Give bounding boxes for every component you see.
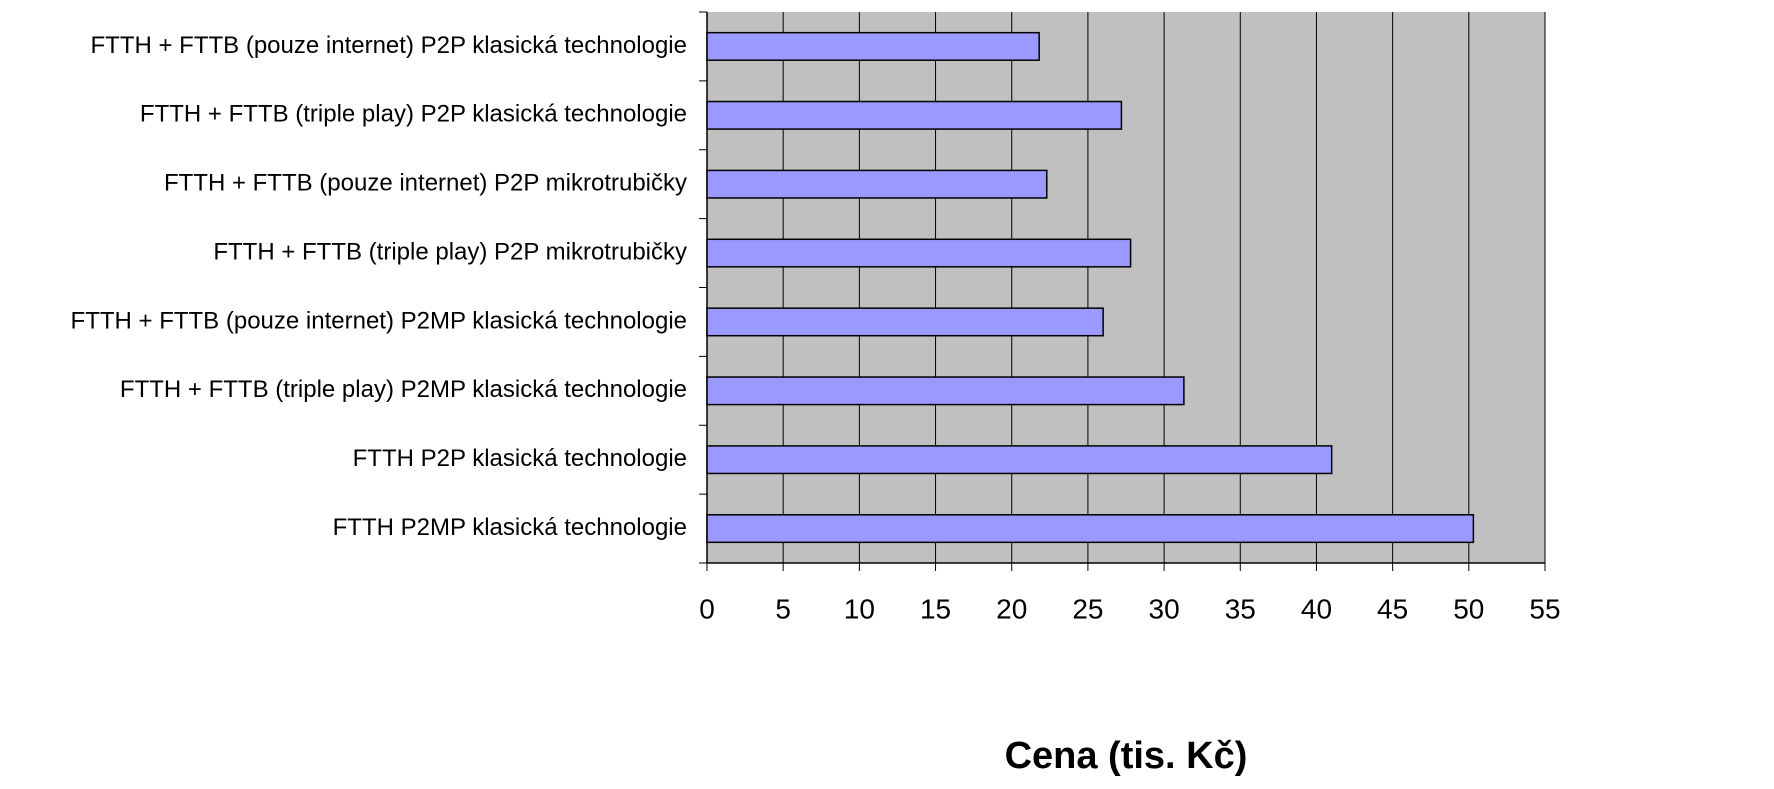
bar xyxy=(706,376,1185,406)
y-tick-label: FTTH P2MP klasická technologie xyxy=(333,514,687,541)
bar xyxy=(706,100,1123,130)
bar xyxy=(706,307,1104,337)
plot-area xyxy=(707,12,1545,563)
y-tick-label: FTTH + FTTB (pouze internet) P2P mikrotr… xyxy=(164,170,687,197)
x-tick-label: 0 xyxy=(699,593,715,624)
x-tick-label: 5 xyxy=(775,593,791,624)
y-tick-label: FTTH + FTTB (pouze internet) P2P klasick… xyxy=(91,32,687,59)
y-tick-label: FTTH P2P klasická technologie xyxy=(353,445,687,472)
x-tick-label: 15 xyxy=(920,593,951,624)
x-tick-label: 40 xyxy=(1301,593,1332,624)
x-tick-label: 10 xyxy=(844,593,875,624)
y-tick-label: FTTH + FTTB (triple play) P2P klasická t… xyxy=(140,101,687,128)
bar xyxy=(706,169,1048,199)
y-tick-label: FTTH + FTTB (pouze internet) P2MP klasic… xyxy=(71,307,687,334)
y-tick-label: FTTH + FTTB (triple play) P2MP klasická … xyxy=(120,376,687,403)
x-tick-label: 45 xyxy=(1377,593,1408,624)
x-tick-label: 20 xyxy=(996,593,1027,624)
x-tick-label: 25 xyxy=(1072,593,1103,624)
x-tick-label: 30 xyxy=(1149,593,1180,624)
bar xyxy=(706,238,1132,268)
y-tick-label: FTTH + FTTB (triple play) P2P mikrotrubi… xyxy=(213,238,687,265)
x-tick-label: 35 xyxy=(1225,593,1256,624)
bar xyxy=(706,31,1040,61)
x-axis-title: Cena (tis. Kč) xyxy=(1005,735,1248,777)
bar xyxy=(706,514,1475,544)
bar xyxy=(706,445,1333,475)
x-tick-label: 50 xyxy=(1453,593,1484,624)
x-tick-label: 55 xyxy=(1529,593,1560,624)
